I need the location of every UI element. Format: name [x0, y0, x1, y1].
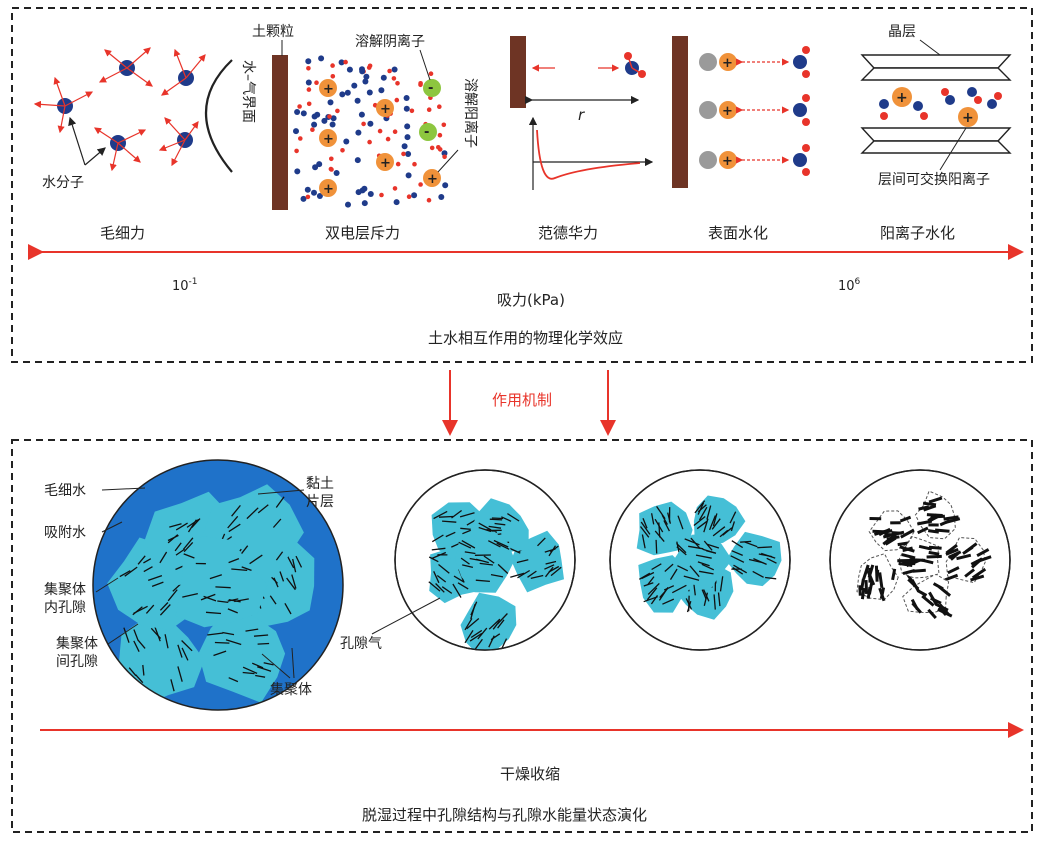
svg-text:+: + [323, 82, 334, 97]
water-molecule-icon [158, 117, 199, 167]
mechanism-cation-hydration: 阳离子水化 [880, 224, 955, 242]
connector-label: 作用机制 [492, 391, 552, 409]
surface-hydration-illustration: + + + [672, 36, 810, 188]
water-molecule-label: 水分子 [42, 175, 84, 191]
svg-text:+: + [380, 102, 391, 117]
stage-3-circle [609, 469, 791, 651]
stage-2-circle [394, 469, 576, 651]
svg-text:+: + [722, 56, 733, 71]
intra-pore-label: 集聚体内孔隙 [44, 581, 86, 616]
cation-plus-icon: + + [892, 87, 978, 127]
mechanism-double-layer: 双电层斥力 [325, 224, 400, 242]
stage-1-circle [92, 459, 344, 711]
water-molecule-icon [161, 48, 206, 96]
distance-label: r [578, 106, 585, 124]
soil-particle-icon [272, 55, 288, 210]
mechanism-surface-hydration: 表面水化 [708, 224, 768, 242]
svg-text:+: + [722, 104, 733, 119]
dissolved-cation-label: 溶解阳离子 [462, 78, 479, 148]
svg-text:-: - [424, 125, 429, 140]
water-molecule-icon [98, 47, 153, 87]
van-der-waals-illustration: r [510, 36, 654, 190]
anion-minus-icon: - - [419, 79, 441, 141]
soil-particle-label: 土颗粒 [252, 24, 294, 40]
top-panel-title: 土水相互作用的物理化学效应 [428, 329, 623, 347]
interface-label: 水–气界面 [240, 60, 256, 123]
svg-text:+: + [323, 182, 334, 197]
soil-particle-icon [510, 36, 526, 108]
mechanism-capillary: 毛细力 [100, 224, 145, 242]
pore-air-label: 孔隙气 [340, 636, 382, 652]
water-molecule-icon [879, 87, 1002, 120]
bottom-panel-title: 脱湿过程中孔隙结构与孔隙水能量状态演化 [362, 806, 647, 824]
mechanism-van-der-waals: 范德华力 [538, 224, 598, 242]
crystal-layer-label: 晶层 [888, 24, 916, 40]
adsorbed-water-label: 吸附水 [44, 525, 86, 541]
capillary-water-label: 毛细水 [44, 483, 86, 499]
potential-curve [536, 129, 641, 180]
svg-text:-: - [428, 81, 433, 96]
water-air-interface [204, 59, 233, 173]
double-layer-illustration: 土颗粒 + + + + + + - - 溶解阴离子 溶解阳离子 [252, 24, 479, 210]
soil-particle-icon [672, 36, 688, 188]
axis-min-label: 10-1 [172, 277, 198, 294]
aggregate-label: 集聚体 [270, 681, 312, 698]
dissolved-anion-label: 溶解阴离子 [355, 33, 425, 50]
svg-text:+: + [323, 132, 334, 147]
ion-cloud [293, 55, 449, 208]
inter-pore-label: 集聚体间孔隙 [56, 635, 98, 670]
svg-text:+: + [896, 90, 908, 106]
top-panel-frame [11, 7, 1033, 363]
svg-text:+: + [380, 156, 391, 171]
cation-plus-icon: + + + + + + [319, 79, 441, 197]
clay-sheet-label: 黏土片层 [306, 476, 334, 510]
interlayer-cation-label: 层间可交换阳离子 [878, 171, 990, 188]
svg-text:+: + [962, 110, 974, 126]
bottom-panel-frame [11, 439, 1033, 833]
stage-4-circle [829, 469, 1011, 651]
svg-text:+: + [427, 172, 438, 187]
svg-text:+: + [722, 154, 733, 169]
suction-axis-label: 吸力(kPa) [497, 291, 565, 309]
drying-axis-label: 干燥收缩 [500, 765, 560, 783]
cation-hydration-illustration: 晶层 + + 层间可交换阳离子 [860, 24, 1012, 188]
capillary-illustration: 水–气界面 水分子 [33, 47, 256, 191]
water-molecule-icon [624, 52, 646, 78]
water-molecule-icon [93, 127, 147, 172]
axis-max-label: 106 [838, 277, 861, 294]
water-molecule-icon [33, 76, 94, 134]
